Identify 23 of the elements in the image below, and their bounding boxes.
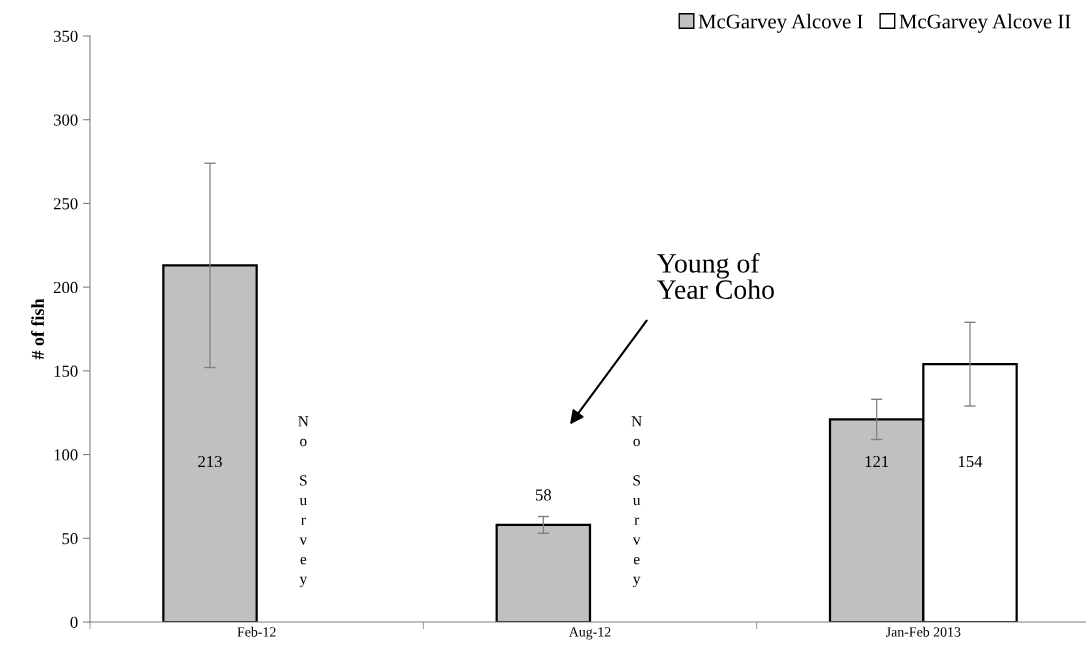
y-tick-label: 200 xyxy=(53,281,78,294)
x-tick-label: Jan-Feb 2013 xyxy=(886,626,961,637)
text: N o S u r v e y xyxy=(631,416,642,588)
legend-label: McGarvey Alcove II xyxy=(899,13,1071,33)
bar xyxy=(162,264,258,622)
y-tick-label: 50 xyxy=(62,532,78,545)
y-tick-label: 0 xyxy=(70,616,78,628)
data-label: 154 xyxy=(958,455,983,468)
y-tick-label: 150 xyxy=(54,365,78,377)
y-axis-title: # of fish xyxy=(31,298,44,360)
y-tick-label: 100 xyxy=(54,449,78,461)
x-tick-label: Aug-12 xyxy=(568,627,611,640)
bar xyxy=(495,523,592,622)
legend-label: McGarvey Alcove I xyxy=(698,13,863,33)
data-label: 213 xyxy=(198,455,222,468)
y-tick-label: 350 xyxy=(53,30,78,42)
annotation: Young of Year Coho xyxy=(656,252,774,299)
x-tick-label: Feb-12 xyxy=(237,626,276,637)
y-tick-label: 300 xyxy=(53,114,78,126)
text: N o S u r v e y xyxy=(298,416,309,588)
data-label: 58 xyxy=(535,489,552,501)
data-label: 121 xyxy=(865,455,889,467)
y-tick-label: 250 xyxy=(53,198,78,210)
